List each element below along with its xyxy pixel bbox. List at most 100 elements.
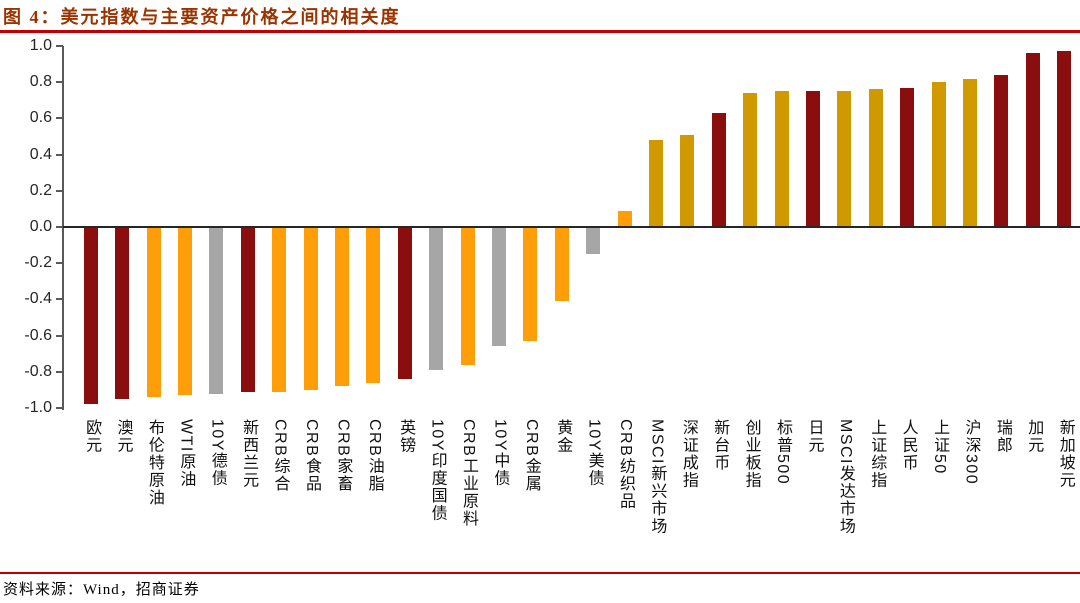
x-axis-label: 沪深300 (962, 419, 980, 486)
chart-bar (115, 227, 130, 399)
y-tick-mark (56, 153, 63, 156)
bar-column (703, 46, 734, 408)
x-axis-label: 黄金 (554, 419, 572, 454)
bar-column (263, 46, 294, 408)
x-axis-label: 瑞郎 (993, 419, 1011, 454)
bar-column (169, 46, 200, 408)
x-axis-label: 创业板指 (742, 419, 760, 489)
bar-column (420, 46, 451, 408)
bar-column (954, 46, 985, 408)
correlation-bar-chart: 1.0 0.8 0.6 0.4 0.2 0.0 -0.2 -0.4 -0.6 -0.8 -1.0 欧… (24, 37, 1080, 569)
x-axis-label: 澳元 (114, 419, 132, 454)
bar-column (452, 46, 483, 408)
bar-column (106, 46, 137, 408)
bar-column (138, 46, 169, 408)
source-note: 资料来源：Wind，招商证券 (3, 582, 200, 598)
y-tick-label: 1.0 (29, 37, 52, 54)
chart-bar (303, 227, 318, 390)
x-axis-label: 新加坡元 (1056, 419, 1074, 489)
x-label-column: 10Y印度国债 (420, 419, 451, 569)
x-axis-label: 英镑 (397, 419, 415, 454)
x-axis-label: 加元 (1025, 419, 1043, 454)
x-label-column: MSCI新兴市场 (640, 419, 671, 569)
x-label-column: 澳元 (106, 419, 137, 569)
chart-bar (837, 91, 852, 227)
x-axis-label: CRB纺织品 (617, 419, 634, 510)
x-label-column: 创业板指 (735, 419, 766, 569)
chart-bar (523, 227, 538, 342)
x-axis-label: WTI原油 (177, 419, 195, 488)
zero-axis-line (63, 226, 1080, 228)
y-tick-label: 0.8 (29, 73, 52, 91)
bar-column (892, 46, 923, 408)
bar-column (578, 46, 609, 408)
x-axis-labels: 欧元 澳元 布伦特原油 WTI原油 10Y德债 新西兰元 CRB综合 CRB食品 CRB家畜 CR… (63, 419, 1080, 569)
x-axis-label: CRB综合 (271, 419, 289, 493)
x-axis-label: 上证综指 (868, 419, 886, 489)
chart-bar (806, 91, 821, 227)
bar-column (829, 46, 860, 408)
x-label-column: 新台币 (703, 419, 734, 569)
x-axis-label: 标普500 (774, 419, 792, 486)
x-axis-label: MSCI发达市场 (836, 419, 854, 535)
chart-bar (240, 227, 255, 392)
y-tick-label: 0.6 (29, 109, 52, 127)
chart-bar (774, 91, 789, 227)
x-label-column: 上证50 (923, 419, 954, 569)
y-tick-mark (56, 407, 63, 409)
y-tick-label: -0.2 (24, 254, 52, 272)
y-tick-label: -1.0 (24, 399, 52, 416)
bar-column (1049, 46, 1080, 408)
bar-column (640, 46, 671, 408)
bar-column (766, 46, 797, 408)
x-label-column: 英镑 (389, 419, 420, 569)
chart-bar (711, 112, 726, 227)
y-tick-label: -0.4 (24, 290, 52, 308)
x-label-column: CRB金属 (515, 419, 546, 569)
x-axis-label: CRB工业原料 (459, 419, 477, 528)
chart-bar (177, 227, 192, 396)
y-tick-mark (56, 262, 63, 265)
y-tick-mark (56, 370, 63, 373)
bar-column (483, 46, 514, 408)
x-label-column: 加元 (1017, 419, 1048, 569)
x-axis-label: 10Y德债 (208, 419, 226, 487)
y-tick-label: 0.0 (29, 218, 52, 235)
bar-column (986, 46, 1017, 408)
y-tick-mark (56, 298, 63, 301)
chart-bar (146, 227, 161, 398)
bar-column (295, 46, 326, 408)
y-tick-mark (56, 189, 63, 192)
x-axis-label: 10Y印度国债 (428, 419, 446, 522)
y-tick-mark (56, 81, 63, 84)
bar-column (609, 46, 640, 408)
x-label-column: 沪深300 (954, 419, 985, 569)
x-axis-label: 10Y中债 (491, 419, 509, 487)
bar-column (515, 46, 546, 408)
x-label-column: 新西兰元 (232, 419, 263, 569)
bars-container (63, 46, 1080, 408)
x-axis-label: 深证成指 (679, 419, 697, 489)
x-label-column: 深证成指 (672, 419, 703, 569)
chart-bar (586, 227, 601, 255)
y-tick-mark (56, 226, 63, 228)
title-underline-rule (0, 30, 1080, 33)
chart-bar (931, 82, 946, 227)
y-tick-label: -0.8 (24, 362, 52, 380)
y-tick-label: 0.4 (29, 145, 52, 163)
page-title: 图 4：美元指数与主要资产价格之间的相关度 (3, 7, 401, 27)
y-tick-mark (56, 117, 63, 120)
y-axis-line (62, 46, 64, 410)
bar-column (358, 46, 389, 408)
x-label-column: 布伦特原油 (138, 419, 169, 569)
chart-bar (1025, 53, 1040, 227)
bar-column (389, 46, 420, 408)
chart-bar (994, 74, 1009, 227)
chart-bar (209, 227, 224, 394)
x-axis-label: MSCI新兴市场 (648, 419, 666, 535)
x-label-column: CRB纺织品 (609, 419, 640, 569)
footer-separator-rule (0, 572, 1080, 574)
x-label-column: 欧元 (75, 419, 106, 569)
y-tick-mark (56, 45, 63, 47)
